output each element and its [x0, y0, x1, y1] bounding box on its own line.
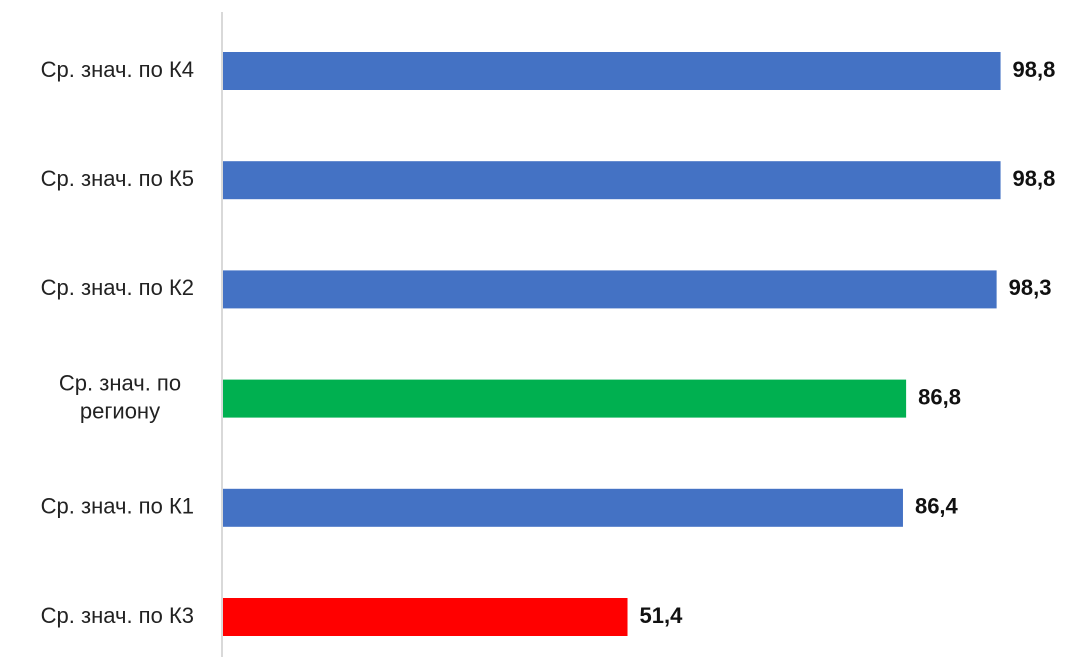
category-label-1: Ср. знач. по К4 — [41, 57, 194, 82]
value-label-5: 86,4 — [915, 494, 959, 519]
value-labels-group: 98,8 98,8 98,3 86,8 86,4 51,4 — [640, 57, 1056, 628]
value-label-4: 86,8 — [918, 384, 961, 409]
bar-1 — [223, 52, 1001, 90]
value-label-3: 98,3 — [1009, 275, 1052, 300]
bar-2 — [223, 161, 1001, 200]
bar-3 — [223, 270, 997, 309]
value-label-1: 98,8 — [1013, 57, 1056, 82]
value-label-2: 98,8 — [1013, 166, 1056, 191]
category-labels-group: Ср. знач. по К4 Ср. знач. по К5 Ср. знач. … — [41, 57, 194, 628]
category-label-5: Ср. знач. по К1 — [41, 494, 194, 519]
category-label-2: Ср. знач. по К5 — [41, 166, 194, 191]
bar-6 — [223, 598, 628, 636]
bar-4 — [223, 379, 907, 418]
category-label-4-line-1: Ср. знач. по — [59, 370, 181, 395]
bars-group — [223, 52, 1001, 636]
value-label-6: 51,4 — [640, 603, 684, 628]
category-label-6: Ср. знач. по К3 — [41, 603, 194, 628]
category-label-3: Ср. знач. по К2 — [41, 275, 194, 300]
category-label-4-line-2: региону — [80, 398, 160, 423]
category-label-4: Ср. знач. по региону — [59, 370, 181, 423]
bar-5 — [223, 488, 903, 527]
